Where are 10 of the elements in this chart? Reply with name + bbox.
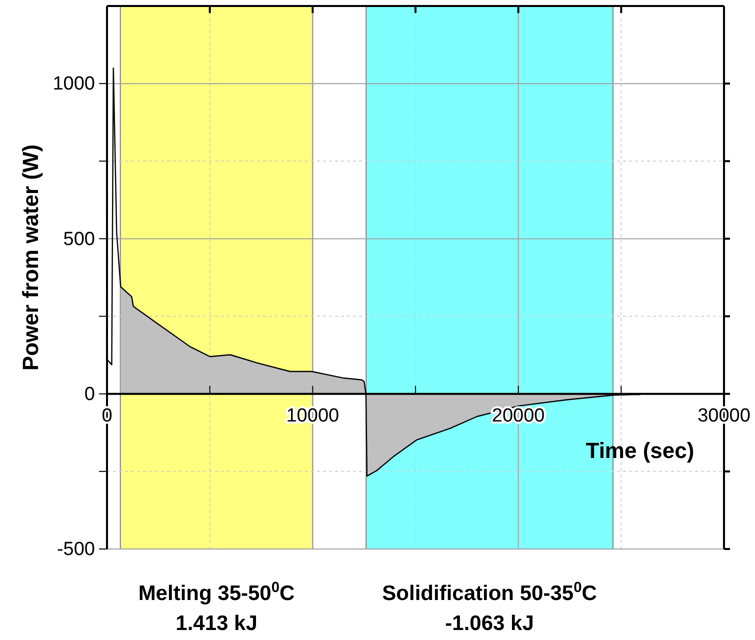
x-axis-title: Time (sec) <box>586 438 694 463</box>
x-tick-label: 10000 <box>286 405 340 426</box>
y-axis-title: Power from water (W) <box>18 144 43 371</box>
y-tick-label: 1000 <box>52 74 95 95</box>
x-tick-label: 20000 <box>492 405 545 426</box>
y-tick-label: 500 <box>63 228 95 250</box>
y-tick-label: 0 <box>84 384 95 405</box>
band-label: Melting 35-50$^{0}$C 1.413 kJ <box>138 580 295 635</box>
y-tick-label: -500 <box>56 539 95 560</box>
text: Solidification 50-35$^{0}$C -1.063 kJ <box>382 580 597 635</box>
